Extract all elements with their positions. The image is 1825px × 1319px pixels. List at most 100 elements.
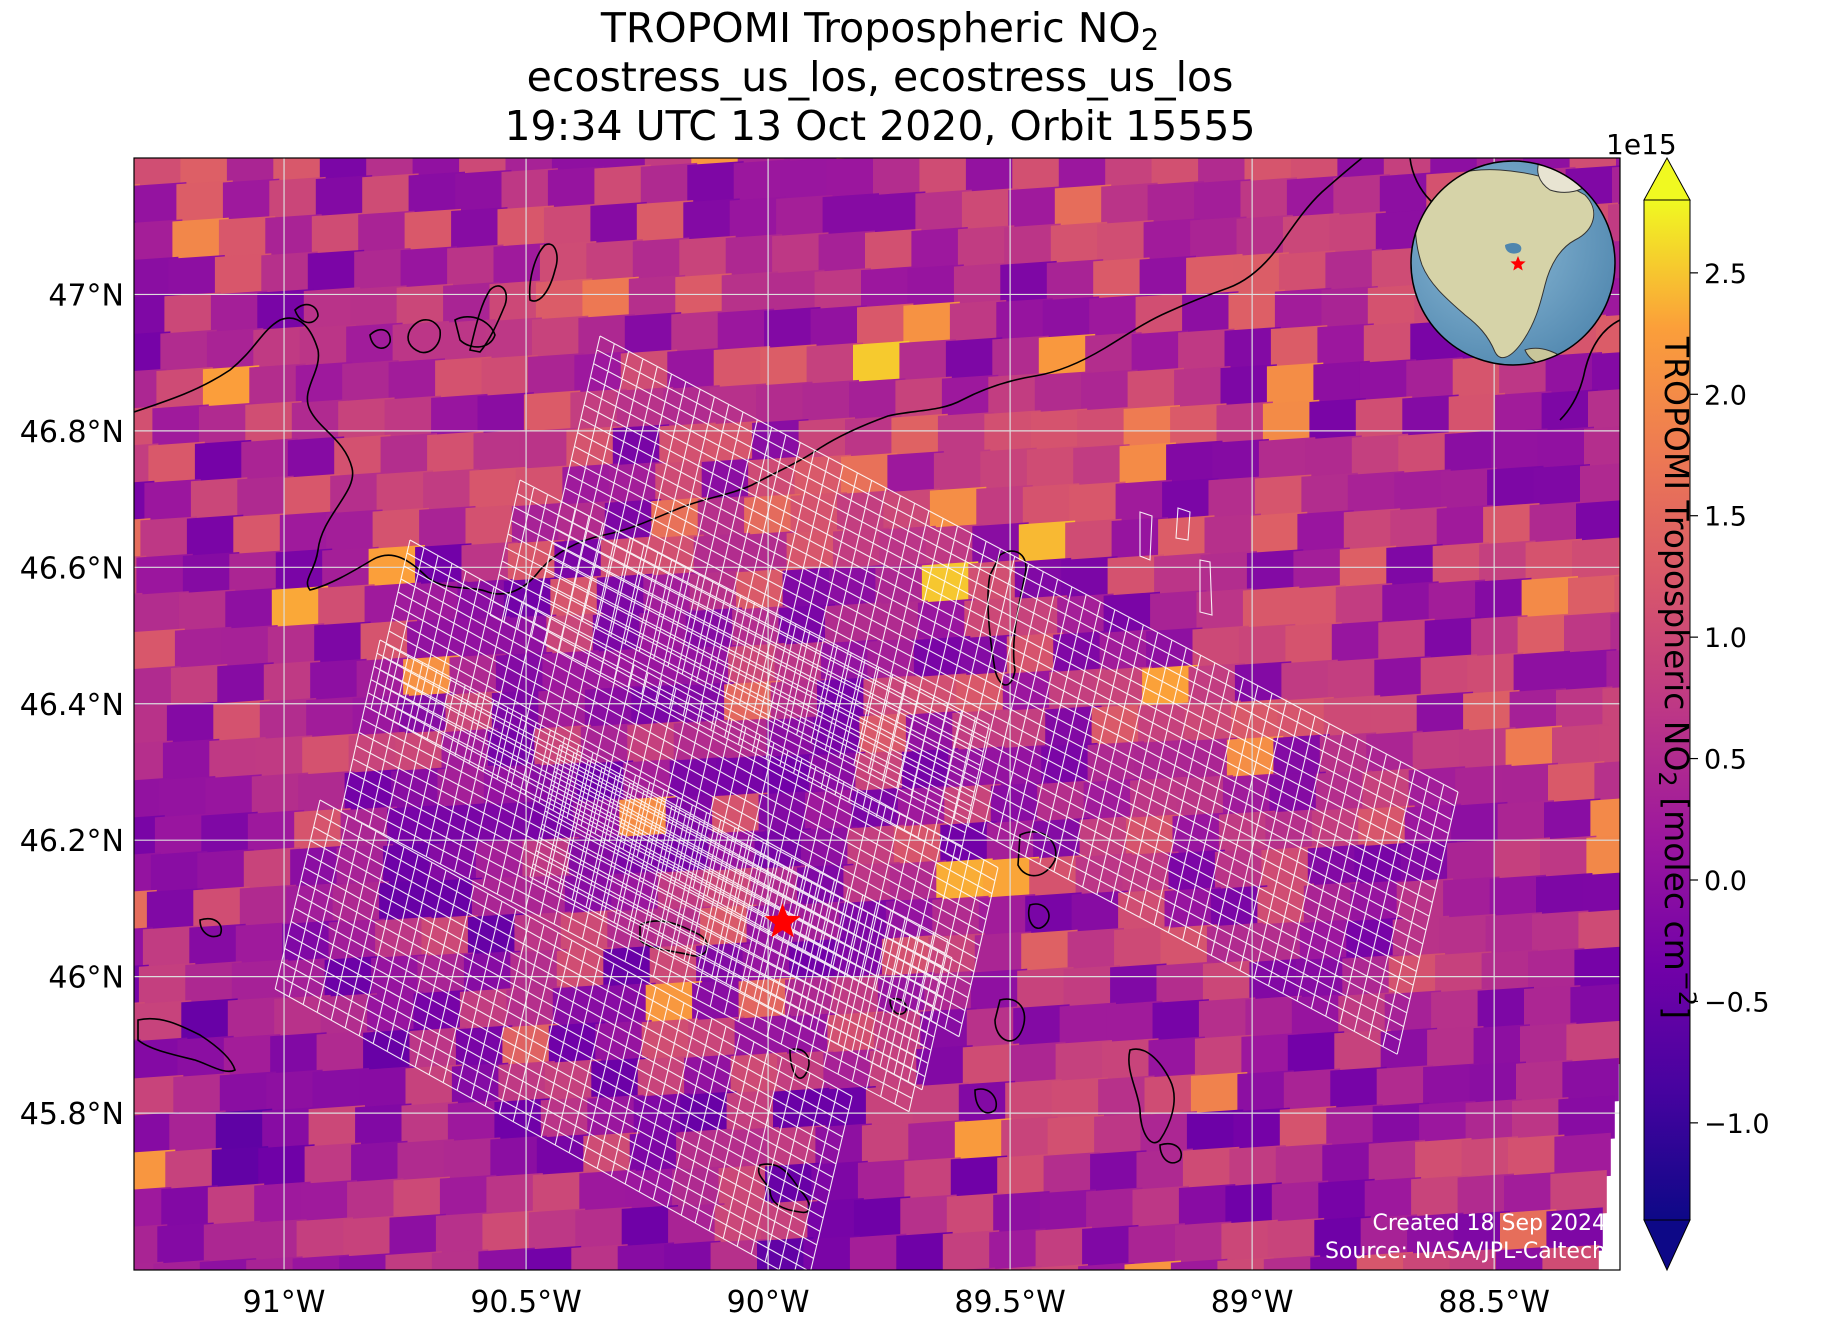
heat-cell: [1415, 1138, 1472, 1186]
heat-cell: [946, 1192, 1004, 1240]
heat-cell: [1449, 1248, 1506, 1270]
heat-cell: [463, 95, 519, 142]
heat-cell: [134, 219, 183, 267]
heat-cell: [473, 429, 530, 477]
heat-cell: [299, 324, 357, 372]
heat-cell: [1367, 284, 1425, 332]
heat-cell: [404, 208, 462, 256]
colorbar-label: TROPOMI Tropospheric NO2 [molec cm−2]: [1653, 336, 1701, 1020]
heat-cell: [1289, 584, 1346, 632]
heat-cell: [1390, 506, 1447, 554]
heat-cell: [590, 201, 647, 249]
heat-cell: [45, 111, 101, 158]
no2-heatmap: [17, 21, 1620, 1319]
credits-block: Created 18 Sep 2024 Source: NASA/JPL-Cal…: [1325, 1211, 1606, 1264]
heat-cell: [903, 301, 960, 349]
heat-cell: [505, 158, 562, 178]
heat-cell: [984, 410, 1041, 458]
heat-cell: [1398, 431, 1455, 479]
heat-cell: [861, 266, 918, 314]
heat-cell: [1331, 620, 1389, 668]
heat-cell: [170, 664, 228, 712]
heat-cell: [1394, 469, 1451, 517]
chart-title: TROPOMI Tropospheric NO2 ecostress_us_lo…: [130, 4, 1630, 151]
heat-cell: [1198, 997, 1256, 1045]
heat-cell: [941, 374, 999, 422]
heat-cell: [478, 1247, 535, 1270]
heat-cell: [319, 158, 377, 185]
heat-cell: [994, 744, 1052, 792]
heat-cell: [1186, 253, 1243, 301]
colorbar-gradient: [1644, 200, 1690, 1220]
heat-cell: [857, 1158, 915, 1207]
heat-cell: [1249, 958, 1306, 1006]
x-tick-label: 90°W: [727, 1285, 810, 1319]
heat-cell: [974, 76, 1030, 123]
heat-cell: [134, 889, 157, 937]
heat-cell: [1194, 179, 1251, 227]
heat-cell: [1500, 1209, 1557, 1257]
heat-cell: [1412, 728, 1470, 776]
heat-cell: [1237, 1070, 1294, 1118]
heat-cell: [169, 1110, 226, 1158]
y-tick-label: 46.2°N: [20, 824, 124, 859]
heat-cell: [562, 463, 619, 511]
heat-cell: [760, 344, 817, 392]
heat-cell: [1005, 1078, 1062, 1127]
heat-cell: [134, 1149, 176, 1197]
heat-cell: [1508, 1134, 1565, 1182]
heat-cell: [628, 274, 686, 322]
heat-cell: [1174, 365, 1231, 413]
heat-cell: [1442, 21, 1498, 68]
heat-cell: [1455, 764, 1512, 812]
colorbar-tick-label: 2.0: [1704, 380, 1747, 411]
heat-cell: [612, 424, 670, 472]
heat-cell: [776, 194, 833, 242]
heat-cell: [788, 83, 844, 130]
heat-cell: [1311, 807, 1369, 855]
heat-cell: [1517, 613, 1574, 661]
heat-cell: [1596, 312, 1620, 360]
heat-cell: [709, 383, 767, 431]
heat-cell: [194, 439, 252, 487]
heat-cell: [138, 962, 196, 1010]
heat-cell: [1152, 999, 1209, 1047]
heat-cell: [839, 44, 895, 91]
heat-cell: [1335, 583, 1393, 631]
heat-cell: [887, 451, 944, 499]
heat-cell: [339, 1252, 396, 1270]
heat-cell: [370, 99, 426, 146]
heat-cell: [21, 335, 77, 382]
heat-cell: [993, 1191, 1050, 1239]
heat-cell: [649, 88, 705, 135]
heat-cell: [1016, 158, 1073, 159]
heat-cell: [519, 427, 577, 475]
heat-cell: [17, 372, 73, 419]
heat-cell: [1520, 1022, 1577, 1070]
heat-cell: [96, 72, 152, 119]
heat-cell: [1267, 1217, 1325, 1265]
heat-cell: [1411, 1175, 1468, 1223]
heat-cell: [523, 390, 581, 438]
heat-cell: [1142, 664, 1199, 712]
heat-cell: [409, 1027, 466, 1075]
heat-cell: [518, 874, 575, 922]
heat-cell: [823, 1048, 880, 1096]
heat-cell: [853, 1196, 911, 1244]
heat-cell: [1431, 988, 1488, 1036]
heat-cell: [1266, 362, 1324, 410]
heat-cell: [385, 1251, 442, 1270]
heat-cell: [413, 989, 470, 1037]
heat-cell: [1338, 992, 1395, 1040]
heat-cell: [302, 733, 359, 781]
heat-cell: [250, 1218, 307, 1267]
heat-cell: [1065, 518, 1122, 566]
heat-cell: [382, 1288, 438, 1319]
heat-cell: [1013, 1004, 1070, 1052]
heat-cell: [396, 283, 454, 331]
heat-cell: [1452, 355, 1510, 403]
heat-cell: [817, 676, 874, 724]
heat-cell: [1220, 364, 1277, 412]
heat-cell: [782, 566, 839, 614]
heat-cell: [1351, 433, 1409, 481]
